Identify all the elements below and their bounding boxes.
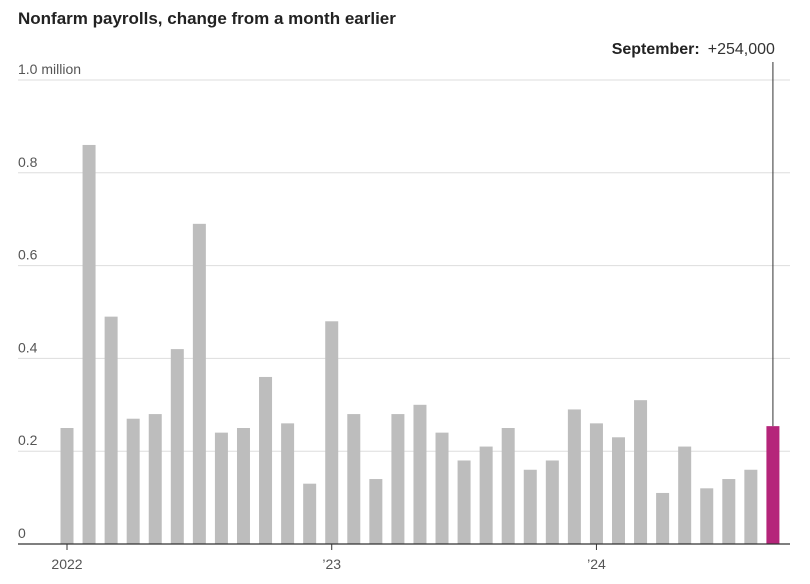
x-tick-label: ’24 (587, 556, 606, 572)
bar (567, 409, 581, 544)
x-tick-label: 2022 (51, 556, 82, 572)
bar (236, 428, 250, 544)
bar (214, 432, 228, 544)
y-tick-label: 0.6 (18, 247, 38, 263)
bar (523, 469, 537, 544)
y-axis-labels: 0 0.2 0.4 0.6 0.8 1.0 million (18, 61, 81, 541)
bar (501, 428, 515, 544)
bar (435, 432, 449, 544)
bar-highlighted (766, 426, 780, 544)
bar (700, 488, 714, 544)
bars (60, 144, 780, 544)
bar (259, 376, 273, 544)
bar (303, 483, 317, 544)
bar (634, 400, 648, 544)
y-tick-label: 1.0 million (18, 61, 81, 77)
bar (82, 144, 96, 544)
bar (104, 316, 118, 544)
bar (347, 414, 361, 544)
y-tick-label: 0.8 (18, 154, 38, 170)
bar (60, 428, 74, 544)
annotation-label: September: (612, 41, 700, 58)
bar (545, 460, 559, 544)
bar (413, 404, 427, 544)
bar (744, 469, 758, 544)
bar (281, 423, 295, 544)
bar (612, 437, 625, 544)
bar (678, 446, 692, 544)
y-tick-label: 0 (18, 525, 26, 541)
chart-title: Nonfarm payrolls, change from a month ea… (18, 9, 396, 28)
x-tick-label: ’23 (322, 556, 341, 572)
y-tick-label: 0.2 (18, 432, 38, 448)
bar (325, 321, 339, 544)
bar (148, 414, 162, 544)
annotation-value: +254,000 (708, 41, 775, 58)
bar (589, 423, 603, 544)
y-tick-label: 0.4 (18, 339, 38, 355)
bar (479, 446, 493, 544)
bar (126, 418, 140, 544)
bar (656, 492, 670, 544)
x-axis-labels: 2022 ’23 ’24 (51, 544, 606, 572)
bar (170, 349, 184, 544)
bar (391, 414, 405, 544)
annotation-text: September: +254,000 (612, 41, 775, 58)
bar (457, 460, 471, 544)
bar (722, 479, 736, 544)
bar (192, 223, 206, 544)
bar (369, 479, 383, 544)
gridlines (18, 79, 790, 452)
